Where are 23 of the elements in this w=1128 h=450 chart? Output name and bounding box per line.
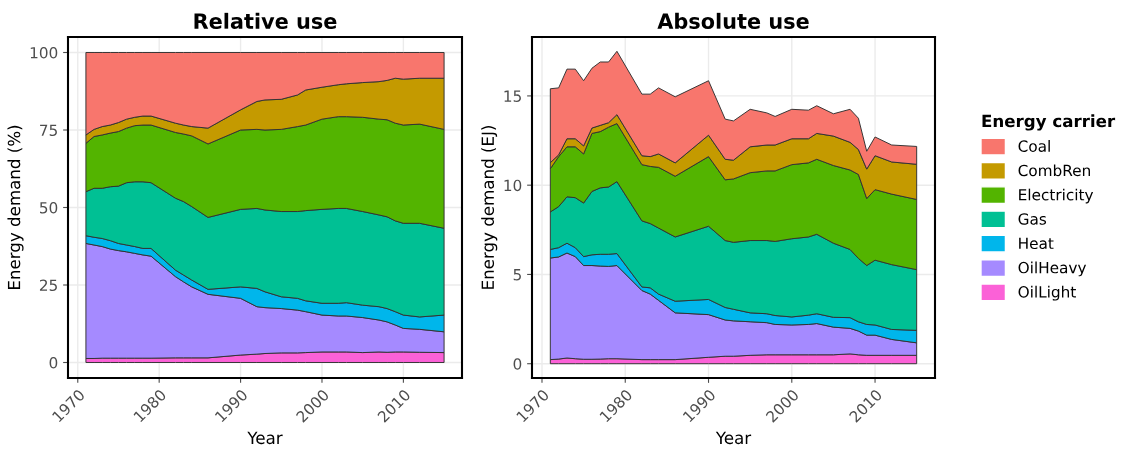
- chart-title: Absolute use: [657, 12, 809, 29]
- legend-label: Gas: [1018, 213, 1047, 225]
- y-tick-label: 5: [513, 269, 521, 281]
- y-tick-label: 25: [39, 279, 57, 292]
- y-tick-label: 10: [504, 179, 522, 192]
- y-tick-label: 50: [40, 201, 58, 214]
- y-tick-label: 0: [49, 356, 58, 369]
- y-axis-title: Energy demand (EJ): [481, 126, 498, 289]
- legend-title: Energy carrier: [982, 114, 1116, 131]
- legend-label: CombRen: [1018, 164, 1090, 177]
- y-tick-label: 100: [30, 46, 58, 59]
- x-axis-title: Year: [715, 431, 752, 445]
- y-tick-label: 75: [40, 124, 57, 137]
- legend-label: Electricity: [1019, 188, 1094, 204]
- y-tick-label: 15: [504, 90, 521, 102]
- legend-label: Heat: [1019, 237, 1054, 250]
- y-axis-title: Energy demand (%): [7, 125, 24, 289]
- legend-label: OilLight: [1018, 285, 1076, 301]
- chart-title: Relative use: [194, 12, 337, 29]
- legend-label: Coal: [1018, 140, 1050, 152]
- y-tick-label: 0: [513, 358, 522, 370]
- x-axis-title: Year: [247, 431, 283, 445]
- legend-label: OilHeavy: [1018, 261, 1087, 277]
